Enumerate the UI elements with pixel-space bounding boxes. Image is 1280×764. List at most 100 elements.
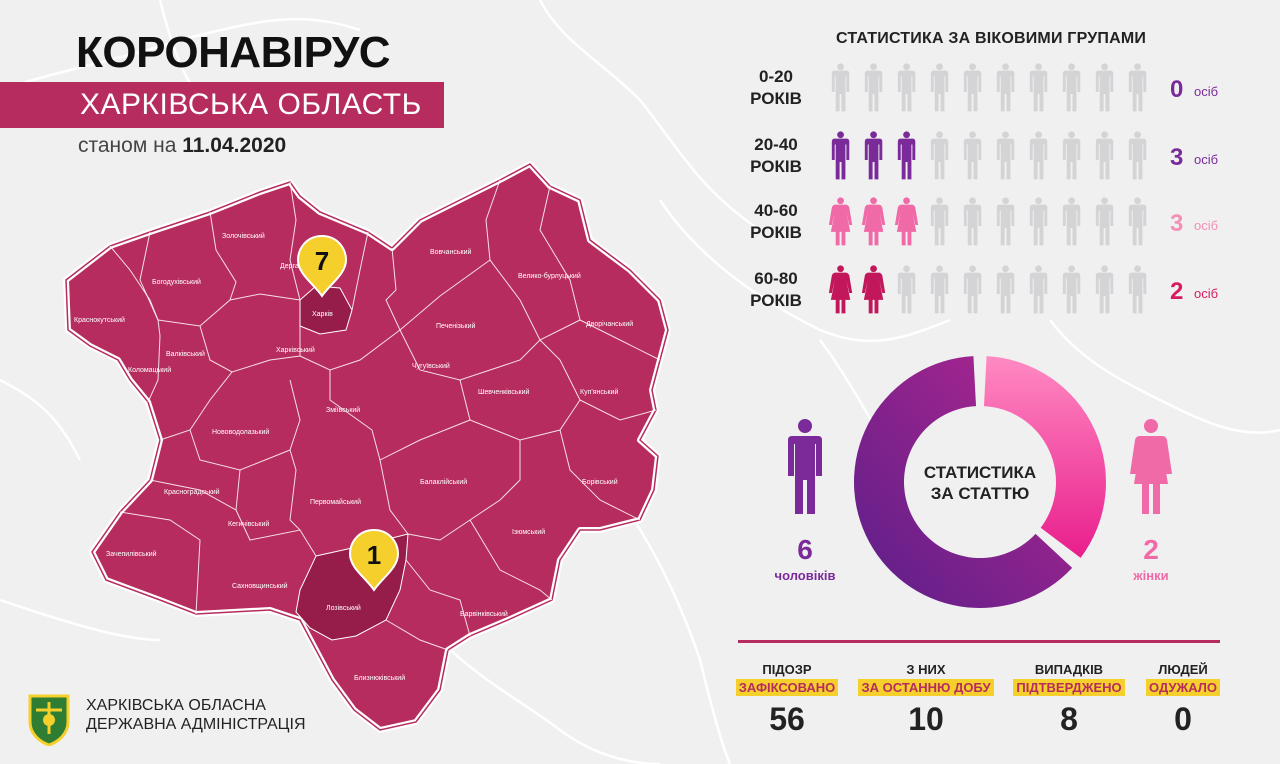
person-figure-empty [996,63,1015,112]
age-group-unit: осіб [1194,218,1219,233]
stat-value: 0 [1174,701,1192,737]
stat-value: 10 [908,701,944,737]
person-figure-empty [1029,63,1048,112]
district-label: Близнюківський [354,674,405,682]
age-suffix: РОКІВ [750,157,802,176]
district-label: Харківський [276,346,315,354]
organization-name: ХАРКІВСЬКА ОБЛАСНА ДЕРЖАВНА АДМІНІСТРАЦІ… [86,696,306,734]
age-range: 40-60 [754,201,798,220]
age-group-count: 3 [1170,210,1184,237]
stat-caption: ВИПАДКІВ [1034,662,1104,677]
age-suffix: РОКІВ [750,291,802,310]
stat-last-day: З НИХ ЗА ОСТАННЮ ДОБУ 10 [858,662,994,738]
stat-caption: ПІДОЗР [762,662,812,677]
female-icon [1130,419,1172,514]
person-figure-filled [828,265,853,314]
pin-count: 1 [367,540,381,570]
district-label: Балаклійський [420,478,467,486]
age-group-unit: осіб [1194,84,1219,99]
age-group-row: 40-60 РОКІВ 3 осіб [740,196,1260,256]
district-label: Нововодолазький [212,428,269,436]
age-group-label: 40-60 РОКІВ [740,200,812,244]
date-prefix: станом на [78,134,177,157]
donut-segment-female [983,356,1106,558]
person-figure-empty [930,265,949,314]
map-pin-lozova[interactable]: 1 [348,528,400,592]
age-group-row: 20-40 РОКІВ 3 осіб [740,130,1260,190]
person-figure-empty [1062,131,1081,180]
person-figure-empty [1062,63,1081,112]
age-group-label: 60-80 РОКІВ [740,268,812,312]
age-group-unit: осіб [1194,286,1219,301]
person-figure-filled [861,197,886,246]
map-pin-kharkiv[interactable]: 7 [296,234,348,298]
district-label: Лозівський [326,604,361,612]
stat-highlight: ПІДТВЕРДЖЕНО [1013,679,1125,696]
district-label: Чугуївський [412,362,450,370]
person-figure-filled [894,197,919,246]
person-figure-empty [1095,131,1114,180]
pin-count: 7 [315,246,329,276]
age-group-row: 60-80 РОКІВ 2 осіб [740,264,1260,324]
person-figure-empty [1062,197,1081,246]
region-banner [0,82,444,128]
person-figure-filled [831,131,850,180]
person-figure-filled [861,265,886,314]
person-figure-filled [897,131,916,180]
district-label: Велико-бурлуцький [518,272,581,280]
page-title: КОРОНАВІРУС [76,28,391,77]
male-label: чоловіків [774,568,836,583]
age-group-count: 3 [1170,144,1184,171]
oblast-outline [63,161,671,733]
person-figure-empty [831,63,850,112]
person-figure-empty [1029,197,1048,246]
coat-of-arms-icon [28,694,70,746]
person-figure-empty [1095,197,1114,246]
person-figure-empty [996,197,1015,246]
age-group-count: 0 [1170,76,1184,103]
district-label: Шевченківський [478,388,529,396]
person-figure-empty [963,63,982,112]
person-figure-empty [1095,63,1114,112]
age-pictogram [831,131,1147,180]
district-label: Печенізький [436,322,475,330]
gender-title-line2: ЗА СТАТТЮ [930,484,1030,503]
district-label: Борівський [582,478,618,486]
district-label: Зачепилівський [106,550,157,558]
age-suffix: РОКІВ [750,89,802,108]
person-figure-filled [864,131,883,180]
donut-segment-male [854,356,1073,608]
stat-caption: ЛЮДЕЙ [1158,662,1208,677]
person-figure-empty [930,63,949,112]
district-label: Куп'янський [580,388,618,396]
age-group-label: 20-40 РОКІВ [740,134,812,178]
gender-title-line1: СТАТИСТИКА [923,463,1037,482]
person-figure-empty [930,197,949,246]
person-figure-empty [1128,265,1147,314]
stat-value: 56 [769,701,805,737]
stat-highlight: ЗА ОСТАННЮ ДОБУ [858,679,994,696]
district-label: Богодухівський [152,278,201,286]
district-label: Золочівський [222,232,265,240]
district-label: Краснокутський [74,316,125,324]
district-label: Сахновщинський [232,582,288,590]
age-stats-title: СТАТИСТИКА ЗА ВІКОВИМИ ГРУПАМИ [836,30,1147,47]
date-value: 11.04.2020 [182,134,287,157]
person-figure-empty [897,63,916,112]
person-figure-empty [1128,197,1147,246]
person-figure-empty [996,131,1015,180]
organization-line2: ДЕРЖАВНА АДМІНІСТРАЦІЯ [86,716,306,733]
age-pictogram [828,265,1147,314]
district-label: Коломацький [128,366,171,374]
person-figure-empty [1128,131,1147,180]
person-figure-empty [963,197,982,246]
stat-highlight: ОДУЖАЛО [1146,679,1220,696]
stat-caption: З НИХ [906,662,946,677]
person-figure-empty [1062,265,1081,314]
male-count: 6 [797,534,813,565]
district-label: Дворічанський [586,320,633,328]
age-range: 0-20 [758,67,794,86]
district-label: Барвінківський [460,610,508,618]
